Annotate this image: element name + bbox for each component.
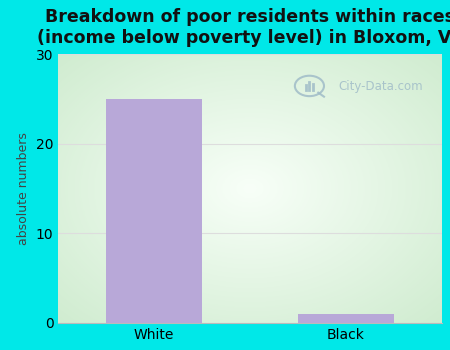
Bar: [298, 314, 394, 323]
Bar: [106, 99, 202, 323]
Text: City-Data.com: City-Data.com: [338, 80, 423, 93]
Title: Breakdown of poor residents within races
(income below poverty level) in Bloxom,: Breakdown of poor residents within races…: [36, 8, 450, 47]
Y-axis label: absolute numbers: absolute numbers: [18, 132, 30, 245]
